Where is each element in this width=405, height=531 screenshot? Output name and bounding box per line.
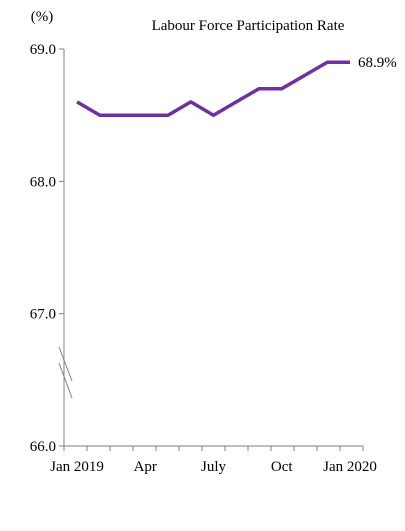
series-layer <box>76 60 350 117</box>
x-tick-label: Oct <box>271 459 293 475</box>
x-tick-label: Apr <box>134 459 157 475</box>
axes <box>58 49 363 447</box>
y-axis-unit-label: (%) <box>31 9 54 25</box>
series-line <box>76 60 350 117</box>
y-tick-label: 66.0 <box>30 439 56 455</box>
x-tick-label: Jan 2020 <box>323 459 377 475</box>
end-value-label: 68.9% <box>358 55 397 71</box>
ticks: 66.0 67.0 68.0 69.0 Jan 2019 Apr July Oct Jan 20… <box>30 42 377 475</box>
axis-break-mark <box>58 362 73 399</box>
y-tick-label: 69.0 <box>30 42 56 58</box>
y-tick-label: 67.0 <box>30 307 56 323</box>
x-tick-label: Jan 2019 <box>50 459 104 475</box>
chart-title: Labour Force Participation Rate <box>152 18 345 34</box>
x-tick-label: July <box>201 459 227 475</box>
axis-break-mark <box>58 346 73 382</box>
y-tick-label: 68.0 <box>30 174 56 190</box>
